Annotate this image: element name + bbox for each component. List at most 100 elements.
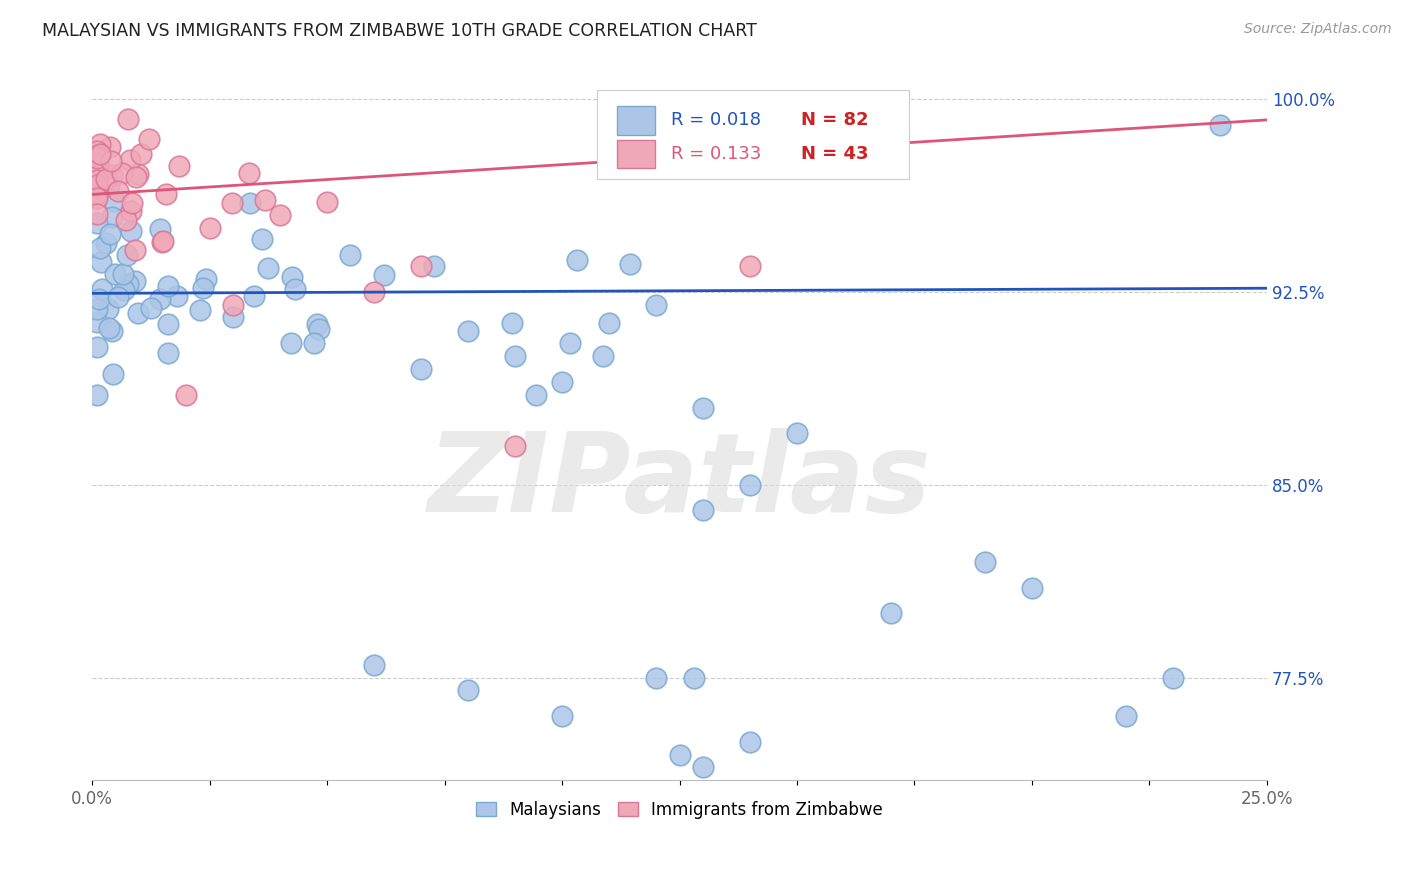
Point: [304, 336, 326, 351]
Point: [551, 375, 574, 389]
Point: [284, 282, 307, 296]
Point: [107, 290, 129, 304]
Text: N = 82: N = 82: [800, 112, 868, 129]
Point: [974, 555, 997, 569]
Point: [120, 203, 142, 218]
Point: [167, 159, 190, 173]
Point: [86, 341, 108, 355]
Point: [125, 169, 148, 184]
Point: [107, 184, 129, 198]
Point: [339, 248, 361, 262]
Point: [1209, 118, 1232, 132]
Point: [112, 267, 135, 281]
Point: [682, 671, 704, 685]
Point: [188, 303, 211, 318]
Point: [423, 259, 446, 273]
Point: [89, 147, 111, 161]
Point: [668, 747, 690, 762]
Point: [692, 503, 714, 517]
Point: [645, 298, 668, 312]
Point: [880, 607, 903, 621]
Point: [598, 316, 620, 330]
Point: [592, 349, 614, 363]
Point: [94, 235, 117, 250]
Point: [238, 166, 260, 180]
Point: [100, 324, 122, 338]
Point: [149, 292, 172, 306]
Point: [738, 260, 761, 274]
Point: [166, 289, 188, 303]
Point: [457, 683, 479, 698]
FancyBboxPatch shape: [598, 90, 908, 178]
Point: [565, 252, 588, 267]
Point: [86, 149, 108, 163]
Point: [551, 709, 574, 723]
Point: [86, 217, 108, 231]
Point: [117, 112, 139, 126]
Point: [103, 194, 125, 208]
Legend: Malaysians, Immigrants from Zimbabwe: Malaysians, Immigrants from Zimbabwe: [470, 794, 890, 825]
Point: [86, 173, 108, 187]
Point: [645, 671, 668, 685]
Point: [692, 401, 714, 415]
Text: R = 0.133: R = 0.133: [671, 145, 762, 163]
Point: [124, 243, 146, 257]
Point: [155, 186, 177, 201]
Point: [243, 289, 266, 303]
Point: [256, 260, 278, 275]
Point: [222, 310, 245, 324]
Point: [94, 172, 117, 186]
Point: [281, 270, 304, 285]
Point: [86, 315, 108, 329]
Point: [98, 178, 121, 193]
Point: [124, 274, 146, 288]
Point: [89, 241, 111, 255]
Text: MALAYSIAN VS IMMIGRANTS FROM ZIMBABWE 10TH GRADE CORRELATION CHART: MALAYSIAN VS IMMIGRANTS FROM ZIMBABWE 10…: [42, 22, 756, 40]
Point: [87, 293, 110, 307]
Point: [89, 136, 111, 151]
Point: [503, 439, 526, 453]
Point: [193, 281, 215, 295]
Point: [86, 186, 108, 201]
Point: [692, 760, 714, 774]
Point: [149, 221, 172, 235]
Point: [619, 257, 641, 271]
Point: [457, 324, 479, 338]
Point: [97, 301, 120, 316]
Point: [156, 278, 179, 293]
Point: [239, 196, 262, 211]
Point: [101, 367, 124, 381]
Bar: [617, 140, 655, 169]
Point: [104, 267, 127, 281]
Point: [194, 271, 217, 285]
Point: [112, 283, 135, 297]
Point: [98, 140, 121, 154]
Y-axis label: 10th Grade: 10th Grade: [0, 377, 8, 471]
Point: [254, 194, 277, 208]
Point: [503, 349, 526, 363]
Point: [111, 166, 134, 180]
Point: [139, 301, 162, 315]
Point: [86, 387, 108, 401]
Point: [86, 207, 108, 221]
Point: [174, 388, 197, 402]
Text: Source: ZipAtlas.com: Source: ZipAtlas.com: [1244, 22, 1392, 37]
Point: [156, 346, 179, 360]
Point: [1115, 709, 1137, 723]
Point: [101, 168, 124, 182]
Point: [252, 232, 274, 246]
Point: [411, 362, 433, 376]
Text: ZIPatlas: ZIPatlas: [427, 428, 931, 535]
Point: [150, 235, 173, 249]
Point: [738, 735, 761, 749]
Point: [115, 248, 138, 262]
Point: [1161, 671, 1184, 685]
Text: N = 43: N = 43: [800, 145, 868, 163]
Point: [316, 195, 339, 210]
Point: [86, 178, 108, 193]
Point: [221, 195, 243, 210]
Point: [1021, 581, 1043, 595]
Point: [269, 208, 291, 222]
Point: [98, 227, 121, 241]
Point: [131, 147, 153, 161]
